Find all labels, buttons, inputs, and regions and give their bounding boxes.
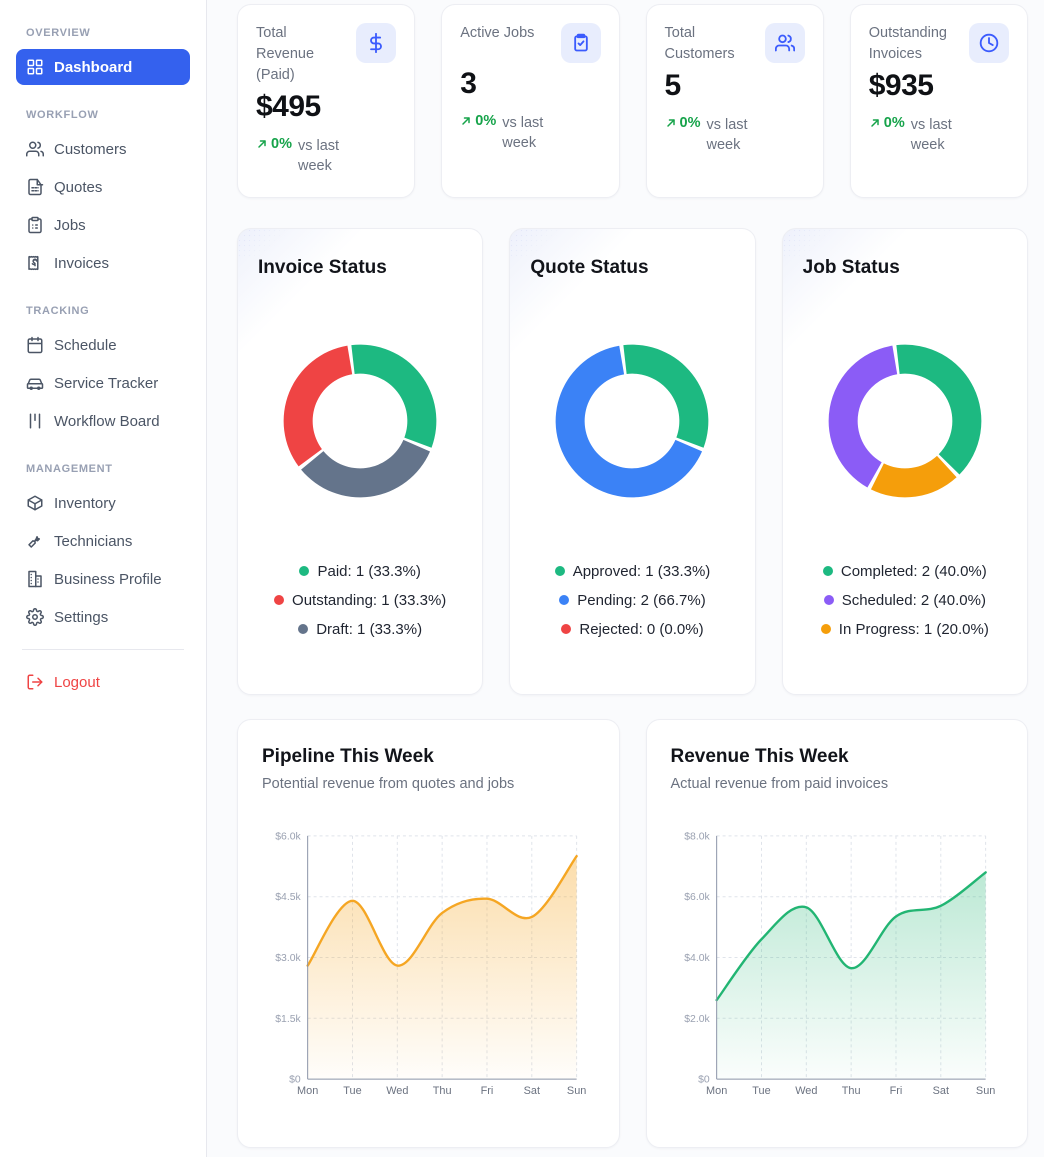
svg-text:Sat: Sat [932, 1085, 948, 1097]
svg-text:Thu: Thu [841, 1085, 860, 1097]
svg-text:Mon: Mon [297, 1085, 318, 1097]
svg-text:$4.5k: $4.5k [275, 892, 301, 903]
svg-text:Wed: Wed [795, 1085, 817, 1097]
svg-text:Tue: Tue [752, 1085, 770, 1097]
svg-text:Fri: Fri [889, 1085, 902, 1097]
svg-text:$4.0k: $4.0k [684, 953, 710, 964]
svg-text:$2.0k: $2.0k [684, 1013, 710, 1024]
svg-text:$1.5k: $1.5k [275, 1013, 301, 1024]
svg-text:Tue: Tue [343, 1085, 361, 1097]
svg-text:Sun: Sun [567, 1085, 586, 1097]
svg-text:Sat: Sat [524, 1085, 540, 1097]
svg-text:$0: $0 [289, 1074, 301, 1085]
svg-text:$0: $0 [698, 1074, 710, 1085]
svg-text:$8.0k: $8.0k [684, 831, 710, 842]
svg-text:$3.0k: $3.0k [275, 953, 301, 964]
svg-text:Mon: Mon [706, 1085, 727, 1097]
svg-text:$6.0k: $6.0k [684, 892, 710, 903]
svg-text:$6.0k: $6.0k [275, 831, 301, 842]
svg-text:Wed: Wed [386, 1085, 408, 1097]
svg-text:Thu: Thu [433, 1085, 452, 1097]
svg-text:Fri: Fri [481, 1085, 494, 1097]
svg-text:Sun: Sun [975, 1085, 994, 1097]
